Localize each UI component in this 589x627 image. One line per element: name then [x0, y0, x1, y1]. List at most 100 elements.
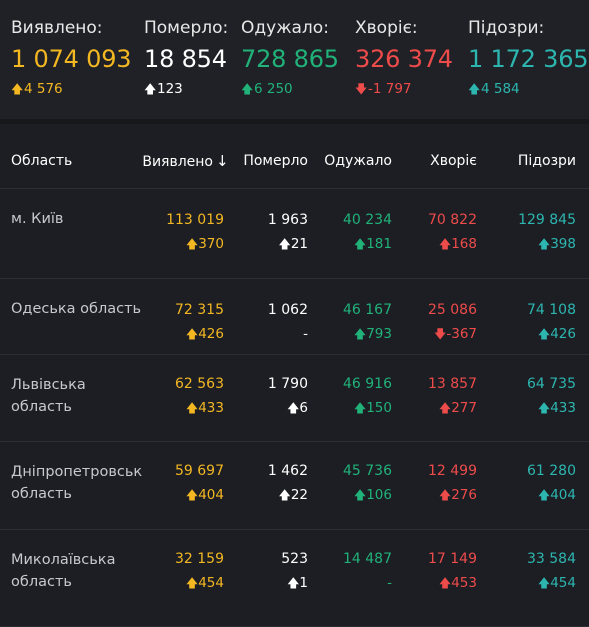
- region-name: Дніпропетровськ область: [11, 464, 143, 502]
- header-suspected[interactable]: Підозри: [517, 153, 576, 169]
- arrow-down-icon: 🡇: [434, 327, 447, 341]
- stat-suspected: Підозри: 1 172 365 🡅4 584: [468, 18, 589, 98]
- table-row[interactable]: Миколаївська область 32 159 🡅454 523 🡅1 14 48…: [0, 530, 589, 627]
- suspected-delta: 🡅426: [537, 326, 576, 342]
- header-deaths[interactable]: Померло: [243, 153, 308, 169]
- recovered-value: 46 916: [343, 376, 392, 392]
- stat-delta: 🡅4 576: [11, 81, 63, 97]
- deaths-delta: 🡅21: [278, 236, 308, 252]
- arrow-up-icon: 🡅: [537, 237, 551, 251]
- table-row[interactable]: Одеська область 72 315 🡅426 1 062 - 46 167 🡅79…: [0, 279, 589, 355]
- summary-panel: Виявлено: 1 074 093 🡅4 576 Померло: 18 8…: [0, 0, 589, 119]
- recovered-delta: -: [387, 575, 392, 591]
- confirmed-delta: 🡅426: [185, 326, 224, 342]
- stat-label: Одужало:: [241, 18, 329, 38]
- sick-value: 13 857: [428, 376, 477, 392]
- suspected-value: 129 845: [518, 212, 576, 228]
- stat-recovered: Одужало: 728 865 🡅6 250: [241, 18, 339, 98]
- arrow-up-icon: 🡅: [185, 327, 199, 341]
- region-name: Одеська область: [11, 301, 142, 317]
- arrow-up-icon: 🡅: [438, 488, 452, 502]
- arrow-up-icon: 🡅: [287, 576, 300, 590]
- recovered-value: 40 234: [343, 212, 392, 228]
- confirmed-value: 59 697: [175, 463, 224, 479]
- stat-delta: 🡅123: [144, 81, 183, 97]
- stat-value: 1 172 365: [468, 45, 589, 73]
- arrow-up-icon: 🡅: [537, 327, 551, 341]
- suspected-delta: 🡅398: [537, 236, 576, 252]
- sick-value: 17 149: [428, 551, 477, 567]
- stat-label: Померло:: [144, 18, 229, 38]
- table-body: м. Київ 113 019 🡅370 1 963 🡅21 40 234 🡅181 70 8…: [0, 189, 589, 627]
- stat-value: 18 854: [144, 45, 227, 73]
- deaths-value: 523: [281, 551, 308, 567]
- confirmed-delta: 🡅404: [185, 487, 224, 503]
- arrow-up-icon: 🡅: [287, 401, 300, 415]
- stat-value: 1 074 093: [11, 45, 132, 73]
- arrow-up-icon: 🡅: [537, 488, 551, 502]
- stat-delta: 🡅6 250: [241, 81, 293, 97]
- deaths-value: 1 790: [267, 376, 308, 392]
- deaths-value: 1 062: [267, 302, 308, 318]
- deaths-delta: 🡅1: [287, 575, 308, 591]
- stat-confirmed: Виявлено: 1 074 093 🡅4 576: [11, 18, 132, 98]
- arrow-up-icon: 🡅: [278, 488, 291, 502]
- table-row[interactable]: м. Київ 113 019 🡅370 1 963 🡅21 40 234 🡅181 70 8…: [0, 189, 589, 279]
- stat-label: Хворіє:: [355, 18, 418, 38]
- recovered-value: 45 736: [343, 463, 392, 479]
- deaths-value: 1 963: [267, 212, 308, 228]
- regions-table: Область Виявлено ↓ Померло Одужало Хворіє…: [0, 124, 589, 627]
- recovered-delta: 🡅181: [353, 236, 392, 252]
- recovered-delta: 🡅150: [353, 400, 392, 416]
- deaths-value: 1 462: [267, 463, 308, 479]
- header-confirmed[interactable]: Виявлено ↓: [142, 152, 229, 170]
- arrow-up-icon: 🡅: [353, 237, 367, 251]
- arrow-up-icon: 🡅: [241, 82, 254, 96]
- confirmed-delta: 🡅454: [185, 575, 224, 591]
- arrow-up-icon: 🡅: [185, 401, 199, 415]
- stat-sick: Хворіє: 326 374 🡇-1 797: [355, 18, 453, 98]
- confirmed-value: 72 315: [175, 302, 224, 318]
- stat-label: Підозри:: [468, 18, 545, 38]
- sick-value: 70 822: [428, 212, 477, 228]
- stat-label: Виявлено:: [11, 18, 103, 38]
- table-row[interactable]: Львівська область 62 563 🡅433 1 790 🡅6 46 916…: [0, 355, 589, 442]
- suspected-delta: 🡅404: [537, 487, 576, 503]
- sort-down-icon: ↓: [216, 152, 229, 170]
- header-sick[interactable]: Хворіє: [430, 153, 477, 169]
- arrow-up-icon: 🡅: [353, 401, 367, 415]
- sick-value: 25 086: [428, 302, 477, 318]
- sick-delta: 🡅276: [438, 487, 477, 503]
- sick-value: 12 499: [428, 463, 477, 479]
- recovered-value: 14 487: [343, 551, 392, 567]
- confirmed-value: 113 019: [166, 212, 224, 228]
- arrow-up-icon: 🡅: [537, 576, 551, 590]
- stat-delta: 🡇-1 797: [355, 81, 412, 97]
- confirmed-delta: 🡅370: [185, 236, 224, 252]
- suspected-value: 61 280: [527, 463, 576, 479]
- arrow-up-icon: 🡅: [185, 237, 199, 251]
- arrow-up-icon: 🡅: [438, 576, 452, 590]
- divider: [0, 119, 589, 124]
- confirmed-value: 62 563: [175, 376, 224, 392]
- sick-delta: 🡅453: [438, 575, 477, 591]
- suspected-delta: 🡅454: [537, 575, 576, 591]
- stat-deaths: Померло: 18 854 🡅123: [144, 18, 228, 98]
- header-recovered[interactable]: Одужало: [324, 153, 392, 169]
- arrow-up-icon: 🡅: [185, 576, 199, 590]
- arrow-up-icon: 🡅: [278, 237, 291, 251]
- recovered-delta: 🡅793: [353, 326, 392, 342]
- region-name: Миколаївська область: [11, 552, 116, 590]
- suspected-value: 64 735: [527, 376, 576, 392]
- arrow-up-icon: 🡅: [537, 401, 551, 415]
- arrow-up-icon: 🡅: [353, 488, 367, 502]
- deaths-delta: 🡅6: [287, 400, 308, 416]
- confirmed-delta: 🡅433: [185, 400, 224, 416]
- table-header: Область Виявлено ↓ Померло Одужало Хворіє…: [0, 124, 589, 189]
- confirmed-value: 32 159: [175, 551, 224, 567]
- header-region[interactable]: Область: [11, 153, 73, 169]
- stat-delta: 🡅4 584: [468, 81, 520, 97]
- arrow-up-icon: 🡅: [353, 327, 367, 341]
- table-row[interactable]: Дніпропетровськ область 59 697 🡅404 1 462 🡅2…: [0, 442, 589, 530]
- deaths-delta: 🡅22: [278, 487, 308, 503]
